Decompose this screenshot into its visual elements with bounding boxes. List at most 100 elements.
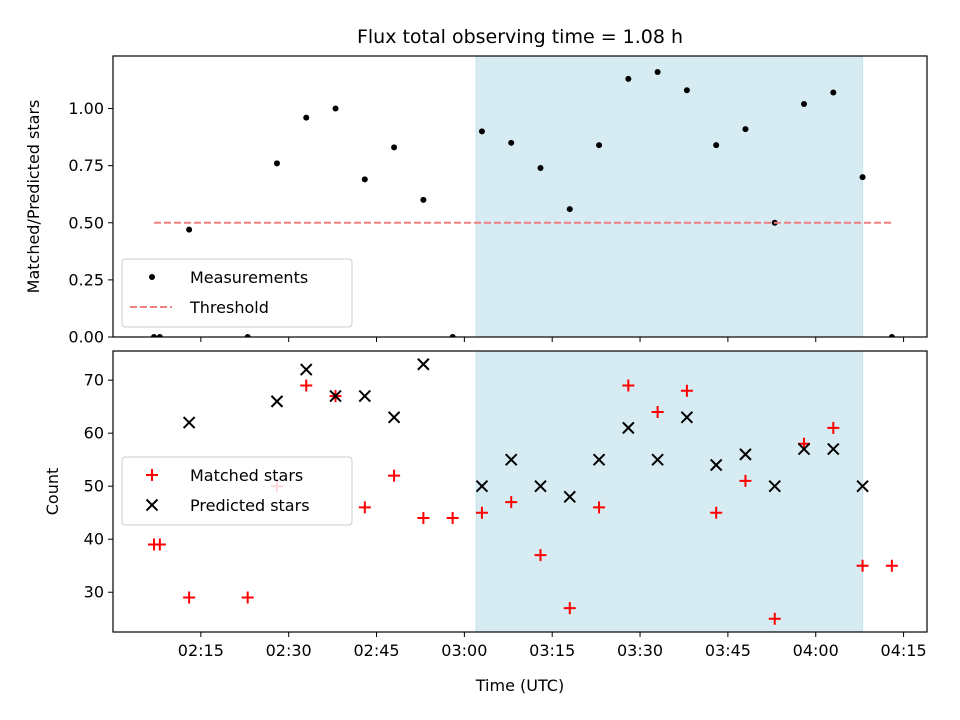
- measurements-point: [683, 87, 690, 94]
- predicted-stars-point: [768, 479, 781, 493]
- matched-stars-point: [475, 506, 488, 519]
- predicted-stars-point: [797, 442, 811, 456]
- measurements-point: [361, 176, 368, 183]
- measurements-point: [303, 114, 310, 121]
- matched-stars-point: [388, 469, 401, 482]
- matched-stars-point: [505, 496, 518, 509]
- matched-stars-point: [241, 591, 254, 604]
- matched-stars-point: [417, 512, 430, 525]
- predicted-stars-point: [475, 479, 489, 493]
- bottom-marks: [147, 358, 898, 625]
- matched-stars-point: [680, 384, 693, 397]
- predicted-stars-point: [534, 479, 547, 493]
- matched-stars-point: [358, 501, 371, 514]
- x-tick-label: 03:15: [529, 641, 575, 660]
- top-y-tick-label: 0.25: [68, 270, 104, 289]
- legend-marker-measurements: [149, 274, 155, 280]
- x-tick-label: 03:30: [617, 641, 663, 660]
- matched-stars-point: [651, 405, 664, 418]
- predicted-stars-point: [651, 453, 664, 466]
- top-y-tick-label: 0.00: [68, 328, 104, 347]
- top-y-tick-label: 0.75: [68, 156, 104, 175]
- matched-stars-point: [768, 612, 781, 625]
- bottom-shaded-region: [475, 350, 864, 633]
- matched-stars-point: [827, 421, 840, 434]
- predicted-stars-point: [505, 453, 518, 466]
- matched-stars-point: [710, 506, 723, 519]
- measurements-point: [654, 68, 661, 75]
- x-tick-label: 03:45: [705, 641, 751, 660]
- legend-label-predicted-stars: Predicted stars: [190, 496, 310, 515]
- x-axis-label: Time (UTC): [475, 676, 564, 695]
- predicted-stars-point: [329, 389, 342, 403]
- top-shaded-region: [475, 55, 864, 338]
- top-y-tick-label: 0.50: [68, 213, 104, 232]
- measurements-point: [150, 334, 157, 337]
- predicted-stars-point: [387, 411, 401, 424]
- x-tick-label: 04:00: [793, 641, 839, 660]
- matched-stars-point: [622, 379, 635, 392]
- legend-marker-matched-stars: [146, 469, 158, 481]
- x-tick-label: 04:15: [881, 641, 927, 660]
- measurements-point: [830, 89, 837, 96]
- matched-stars-point: [183, 591, 196, 604]
- legend-label-matched-stars: Matched stars: [190, 466, 303, 485]
- x-tick-label: 02:15: [178, 641, 224, 660]
- predicted-stars-point: [270, 395, 284, 408]
- measurements-point: [742, 126, 749, 133]
- bottom-y-tick-label: 60: [84, 424, 104, 443]
- predicted-stars-point: [358, 389, 372, 403]
- measurements-point: [596, 142, 603, 149]
- bottom-y-axis-label: Count: [43, 468, 62, 516]
- matched-stars-point: [153, 538, 166, 551]
- matched-stars-point: [885, 559, 898, 572]
- legend-label-measurements: Measurements: [190, 268, 308, 287]
- measurements-point: [566, 206, 573, 213]
- measurements-point: [625, 75, 632, 82]
- measurements-point: [801, 100, 808, 107]
- matched-stars-point: [563, 602, 576, 615]
- x-tick-label: 03:00: [441, 641, 487, 660]
- x-tick-label: 02:30: [266, 641, 312, 660]
- measurements-point: [391, 144, 398, 151]
- legend-marker-predicted-stars: [145, 498, 159, 512]
- bottom-legend-box: [121, 456, 353, 526]
- measurements-point: [273, 160, 280, 167]
- matched-stars-point: [534, 549, 547, 562]
- measurements-point: [420, 196, 427, 203]
- chart-title: Flux total observing time = 1.08 h: [357, 26, 683, 48]
- predicted-stars-point: [300, 363, 313, 376]
- matched-stars-point: [300, 379, 313, 392]
- measurements-point: [859, 174, 866, 181]
- measurements-point: [244, 334, 251, 337]
- predicted-stars-point: [680, 411, 694, 424]
- bottom-y-tick-label: 70: [84, 371, 104, 390]
- measurements-point: [186, 226, 193, 233]
- measurements-point: [156, 334, 163, 337]
- measurements-point: [332, 105, 339, 112]
- bottom-y-tick-label: 30: [84, 583, 104, 602]
- matched-stars-point: [739, 474, 752, 487]
- measurements-point: [478, 128, 485, 135]
- matched-stars-point: [446, 512, 459, 525]
- bottom-y-tick-label: 50: [84, 477, 104, 496]
- predicted-stars-point: [182, 416, 196, 429]
- legend-label-threshold: Threshold: [189, 298, 269, 317]
- measurements-point: [888, 334, 895, 337]
- top-y-axis-label: Matched/Predicted stars: [24, 100, 43, 294]
- predicted-stars-point: [709, 458, 723, 472]
- predicted-stars-point: [563, 490, 576, 504]
- matched-stars-point: [856, 559, 869, 572]
- top-y-tick-label: 1.00: [68, 99, 104, 118]
- measurements-point: [508, 139, 515, 146]
- predicted-stars-point: [827, 442, 840, 456]
- x-tick-label: 02:45: [353, 641, 399, 660]
- measurements-point: [537, 164, 544, 171]
- predicted-stars-point: [856, 479, 869, 493]
- bottom-axes-frame: [112, 350, 928, 633]
- top-legend-box: [121, 258, 353, 328]
- measurements-point: [449, 334, 456, 337]
- measurements-point: [713, 142, 720, 149]
- predicted-stars-point: [592, 453, 606, 466]
